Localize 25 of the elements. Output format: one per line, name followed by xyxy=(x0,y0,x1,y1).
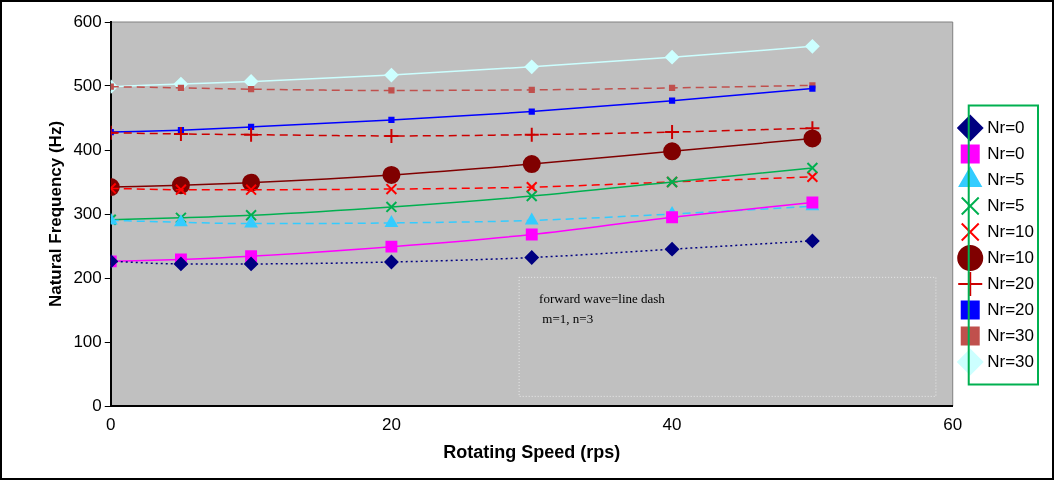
y-tick-label: 200 xyxy=(73,267,102,287)
y-tick-label: 500 xyxy=(73,75,102,95)
x-axis-title: Rotating Speed (rps) xyxy=(443,442,621,463)
legend-label: Nr=5 xyxy=(987,169,1025,189)
legend-label: Nr=0 xyxy=(987,117,1025,137)
y-tick-label: 0 xyxy=(92,395,102,415)
y-tick-label: 600 xyxy=(73,11,102,31)
y-tick-label: 100 xyxy=(73,331,102,351)
legend-label: Nr=20 xyxy=(987,299,1035,319)
annotation: m=1, n=3 xyxy=(539,311,594,327)
x-tick-label: 40 xyxy=(662,414,682,434)
x-tick-label: 0 xyxy=(106,414,116,434)
legend-label: Nr=30 xyxy=(987,351,1035,371)
y-tick-label: 400 xyxy=(73,139,102,159)
annotation: forward wave=line dash xyxy=(539,291,666,307)
legend-label: Nr=30 xyxy=(987,325,1035,345)
x-tick-label: 60 xyxy=(943,414,963,434)
legend-label: Nr=10 xyxy=(987,247,1035,267)
legend-label: Nr=20 xyxy=(987,273,1035,293)
legend-label: Nr=10 xyxy=(987,221,1035,241)
y-tick-label: 300 xyxy=(73,203,102,223)
legend-label: Nr=0 xyxy=(987,143,1025,163)
x-tick-label: 20 xyxy=(381,414,401,434)
legend-label: Nr=5 xyxy=(987,195,1025,215)
y-axis-title: Natural Frequency (Hz) xyxy=(45,120,65,308)
